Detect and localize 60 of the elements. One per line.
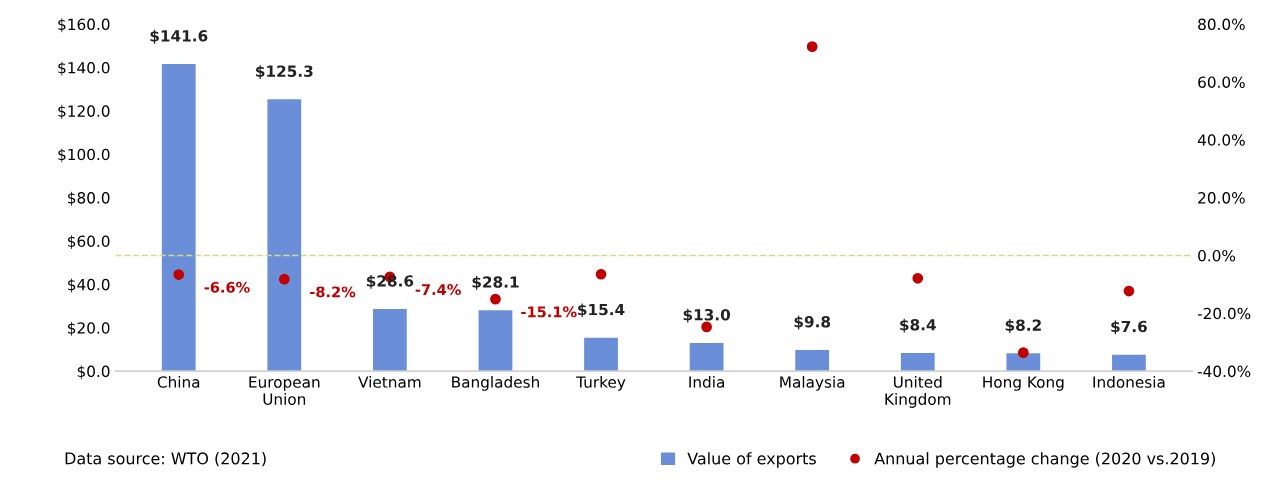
point — [173, 269, 185, 280]
y2-tick-label: 60.0% — [1198, 76, 1245, 88]
x-tick-label: India — [689, 376, 724, 388]
bar — [372, 309, 407, 372]
bar — [795, 349, 830, 372]
data-label: $15.4 — [578, 303, 625, 318]
data-label: $141.6 — [150, 29, 208, 44]
y2-tick-label: -40.0% — [1197, 365, 1251, 378]
bar — [584, 337, 618, 372]
legend-label: Annual percentage change (2020 vs.2019) — [874, 452, 1215, 468]
x-tick-label: Malaysia — [780, 376, 845, 391]
x-tick-label: Bangladesh — [452, 376, 539, 391]
x-tick-label: Vietnam — [358, 376, 421, 388]
x-tick-label: Turkey — [576, 376, 626, 391]
data-label: $125.3 — [256, 65, 313, 79]
x-tick-label: United Kingdom — [885, 376, 951, 408]
legend-label: Value of exports — [687, 452, 816, 468]
data-label: $9.8 — [794, 315, 831, 330]
bar — [900, 352, 935, 372]
y2-tick-label: 80.0% — [1198, 18, 1245, 31]
data-label: -7.4% — [415, 284, 461, 296]
y-tick-label: $40.0 — [68, 278, 110, 293]
y2-tick-label: 0.0% — [1198, 249, 1236, 262]
point — [490, 293, 501, 305]
x-tick-label: China — [157, 376, 200, 388]
y-tick-label: $60.0 — [68, 235, 110, 250]
data-label: $28.6 — [366, 274, 414, 289]
bar — [1112, 354, 1146, 372]
y-tick-label: $160.0 — [58, 18, 110, 33]
data-label: $8.4 — [900, 318, 936, 333]
y-tick-label: $80.0 — [68, 191, 110, 206]
bar — [478, 310, 513, 372]
point — [1017, 347, 1029, 358]
point — [595, 268, 607, 280]
data-label: -8.2% — [310, 286, 356, 298]
point — [912, 272, 924, 284]
y2-tick-label: 20.0% — [1198, 192, 1245, 204]
y2-tick-label: -20.0% — [1197, 307, 1251, 320]
y-tick-label: $0.0 — [77, 365, 110, 380]
y-tick-label: $100.0 — [58, 148, 110, 163]
data-label: $8.2 — [1005, 319, 1041, 333]
y-tick-label: $20.0 — [68, 321, 110, 336]
point — [806, 41, 818, 53]
point — [278, 273, 290, 285]
y2-tick-label: 40.0% — [1197, 134, 1245, 146]
y-tick-label: $120.0 — [58, 105, 110, 119]
source-note: Data source: WTO (2021) — [65, 452, 266, 467]
data-label: -6.6% — [204, 281, 250, 293]
bar — [689, 342, 724, 372]
data-label: $13.0 — [683, 308, 731, 323]
data-label: $7.6 — [1111, 320, 1147, 335]
point — [1123, 285, 1135, 297]
bar — [267, 99, 302, 372]
bar — [161, 64, 196, 372]
data-label: $28.1 — [472, 275, 519, 290]
y-tick-label: $140.0 — [58, 61, 110, 76]
data-label: -15.1% — [521, 306, 577, 318]
x-tick-label: Hong Kong — [983, 376, 1064, 391]
x-tick-label: Indonesia — [1093, 376, 1165, 388]
x-tick-label: European Union — [249, 376, 320, 405]
